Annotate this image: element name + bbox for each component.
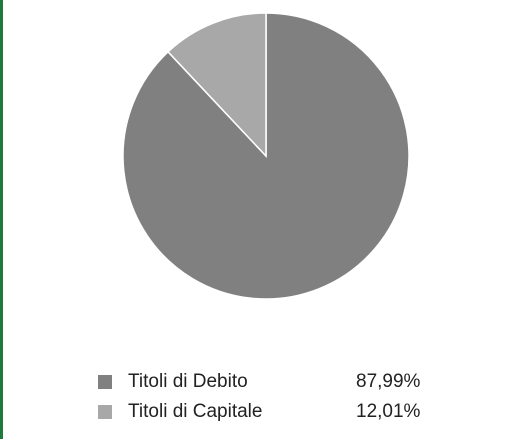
pie-slice [122,12,410,300]
left-border [0,0,3,439]
legend-value: 12,01% [356,401,421,422]
legend-swatch [98,375,112,389]
legend-value: 87,99% [356,371,421,392]
legend-swatch [98,405,112,419]
legend-label: Titoli di Debito [128,371,248,392]
pie [122,12,410,300]
pie-slice [166,12,267,158]
legend-label: Titoli di Capitale [128,401,262,422]
legend: Titoli di Debito 87,99% Titoli di Capitale… [98,371,421,422]
